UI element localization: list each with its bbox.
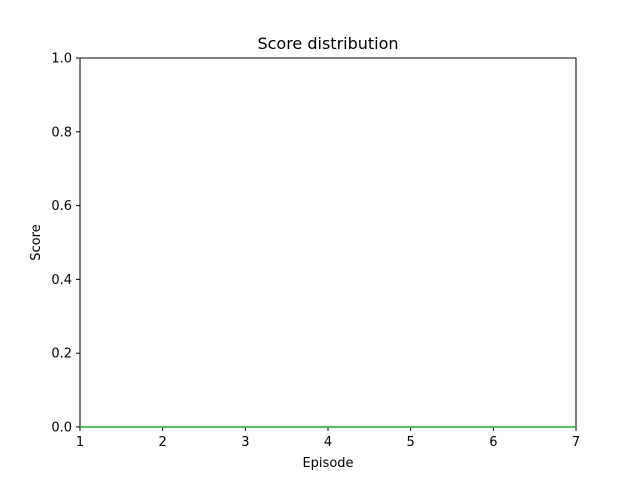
x-axis-label: Episode: [302, 456, 353, 471]
y-tick-label: 1.0: [51, 52, 72, 67]
chart-title: Score distribution: [257, 34, 398, 53]
y-axis-label: Score: [29, 224, 44, 260]
y-tick-label: 0.6: [51, 199, 72, 214]
x-tick-label: 6: [489, 435, 497, 450]
x-tick-label: 5: [407, 435, 415, 450]
x-tick-label: 2: [159, 435, 167, 450]
y-tick-label: 0.2: [51, 347, 72, 362]
x-tick-label: 4: [324, 435, 332, 450]
y-axis-ticks: 0.0 0.2 0.4 0.6 0.8 1.0: [51, 52, 80, 436]
x-axis-ticks: 1 2 3 4 5 6 7: [76, 427, 580, 450]
x-tick-label: 7: [572, 435, 580, 450]
y-tick-label: 0.8: [51, 125, 72, 140]
x-tick-label: 1: [76, 435, 84, 450]
y-tick-label: 0.0: [51, 421, 72, 436]
y-tick-label: 0.4: [51, 273, 72, 288]
x-tick-label: 3: [241, 435, 249, 450]
plot-area-frame: [79, 57, 577, 428]
